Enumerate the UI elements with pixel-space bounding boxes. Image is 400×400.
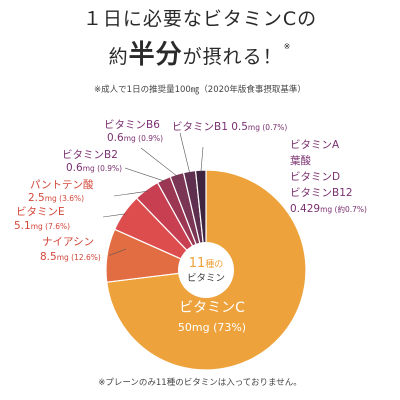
center-label-word: ビタミン: [187, 273, 225, 284]
label-b1: ビタミンB1 0.5mg (0.7%): [172, 121, 287, 133]
label-others-name-3: ビタミンB12: [290, 187, 353, 199]
label-amount-pantothenic: 2.5mg (3.6%): [28, 192, 84, 204]
label-name-vitamin_e: ビタミンE: [16, 206, 65, 218]
headline-emphasis: 半分: [128, 40, 183, 70]
headline-suffix: が摂れる！: [182, 46, 283, 68]
label-amount-niacin: 8.5mg (12.6%): [40, 251, 101, 263]
leader-line-b2: [124, 167, 165, 182]
label-others-amount: 0.429mg (約0.7%): [290, 203, 367, 215]
label-others-name-0: ビタミンA: [290, 139, 340, 151]
leader-line-pantothenic: [113, 190, 148, 197]
label-name-niacin: ナイアシン: [42, 236, 94, 248]
label-name-b2: ビタミンB2: [62, 149, 118, 161]
label-others-name-2: ビタミンD: [290, 171, 340, 183]
label-name-vitamin_c: ビタミンC: [179, 300, 245, 316]
headline-footnote-mark: ※: [283, 42, 292, 51]
headline: １日に必要なビタミンCの 約半分が摂れる！※: [0, 6, 400, 70]
headline-line1: １日に必要なビタミンCの: [82, 8, 318, 30]
label-others-name-1: 葉酸: [290, 154, 311, 167]
leader-line-b6: [140, 147, 178, 177]
leader-line-niacin: [108, 248, 127, 256]
plain-flavor-note: ※プレーンのみ11種のビタミンは入っておりません。: [98, 378, 302, 388]
label-name-b6: ビタミンB6: [104, 119, 160, 131]
headline-prefix: 約: [108, 46, 129, 68]
label-name-pantothenic: パントテン酸: [30, 178, 94, 191]
headline-line2: 約半分が摂れる！※: [0, 34, 400, 70]
label-amount-b2: 0.6mg (0.9%): [66, 162, 122, 174]
pie-center-hole: [178, 242, 234, 298]
leader-line-others: [200, 146, 204, 173]
recommendation-note: ※成人で1日の推奨量100㎎（2020年版食事摂取基準）: [94, 85, 306, 95]
label-amount-vitamin_e: 5.1mg (7.6%): [14, 220, 70, 232]
label-amount-vitamin_c: 50mg (73%): [178, 321, 246, 334]
center-label-count: 11種の: [189, 256, 224, 271]
leader-line-vitamin_e: [102, 213, 126, 218]
label-amount-b6: 0.6mg (0.9%): [107, 132, 163, 144]
leader-line-b1: [179, 132, 191, 174]
